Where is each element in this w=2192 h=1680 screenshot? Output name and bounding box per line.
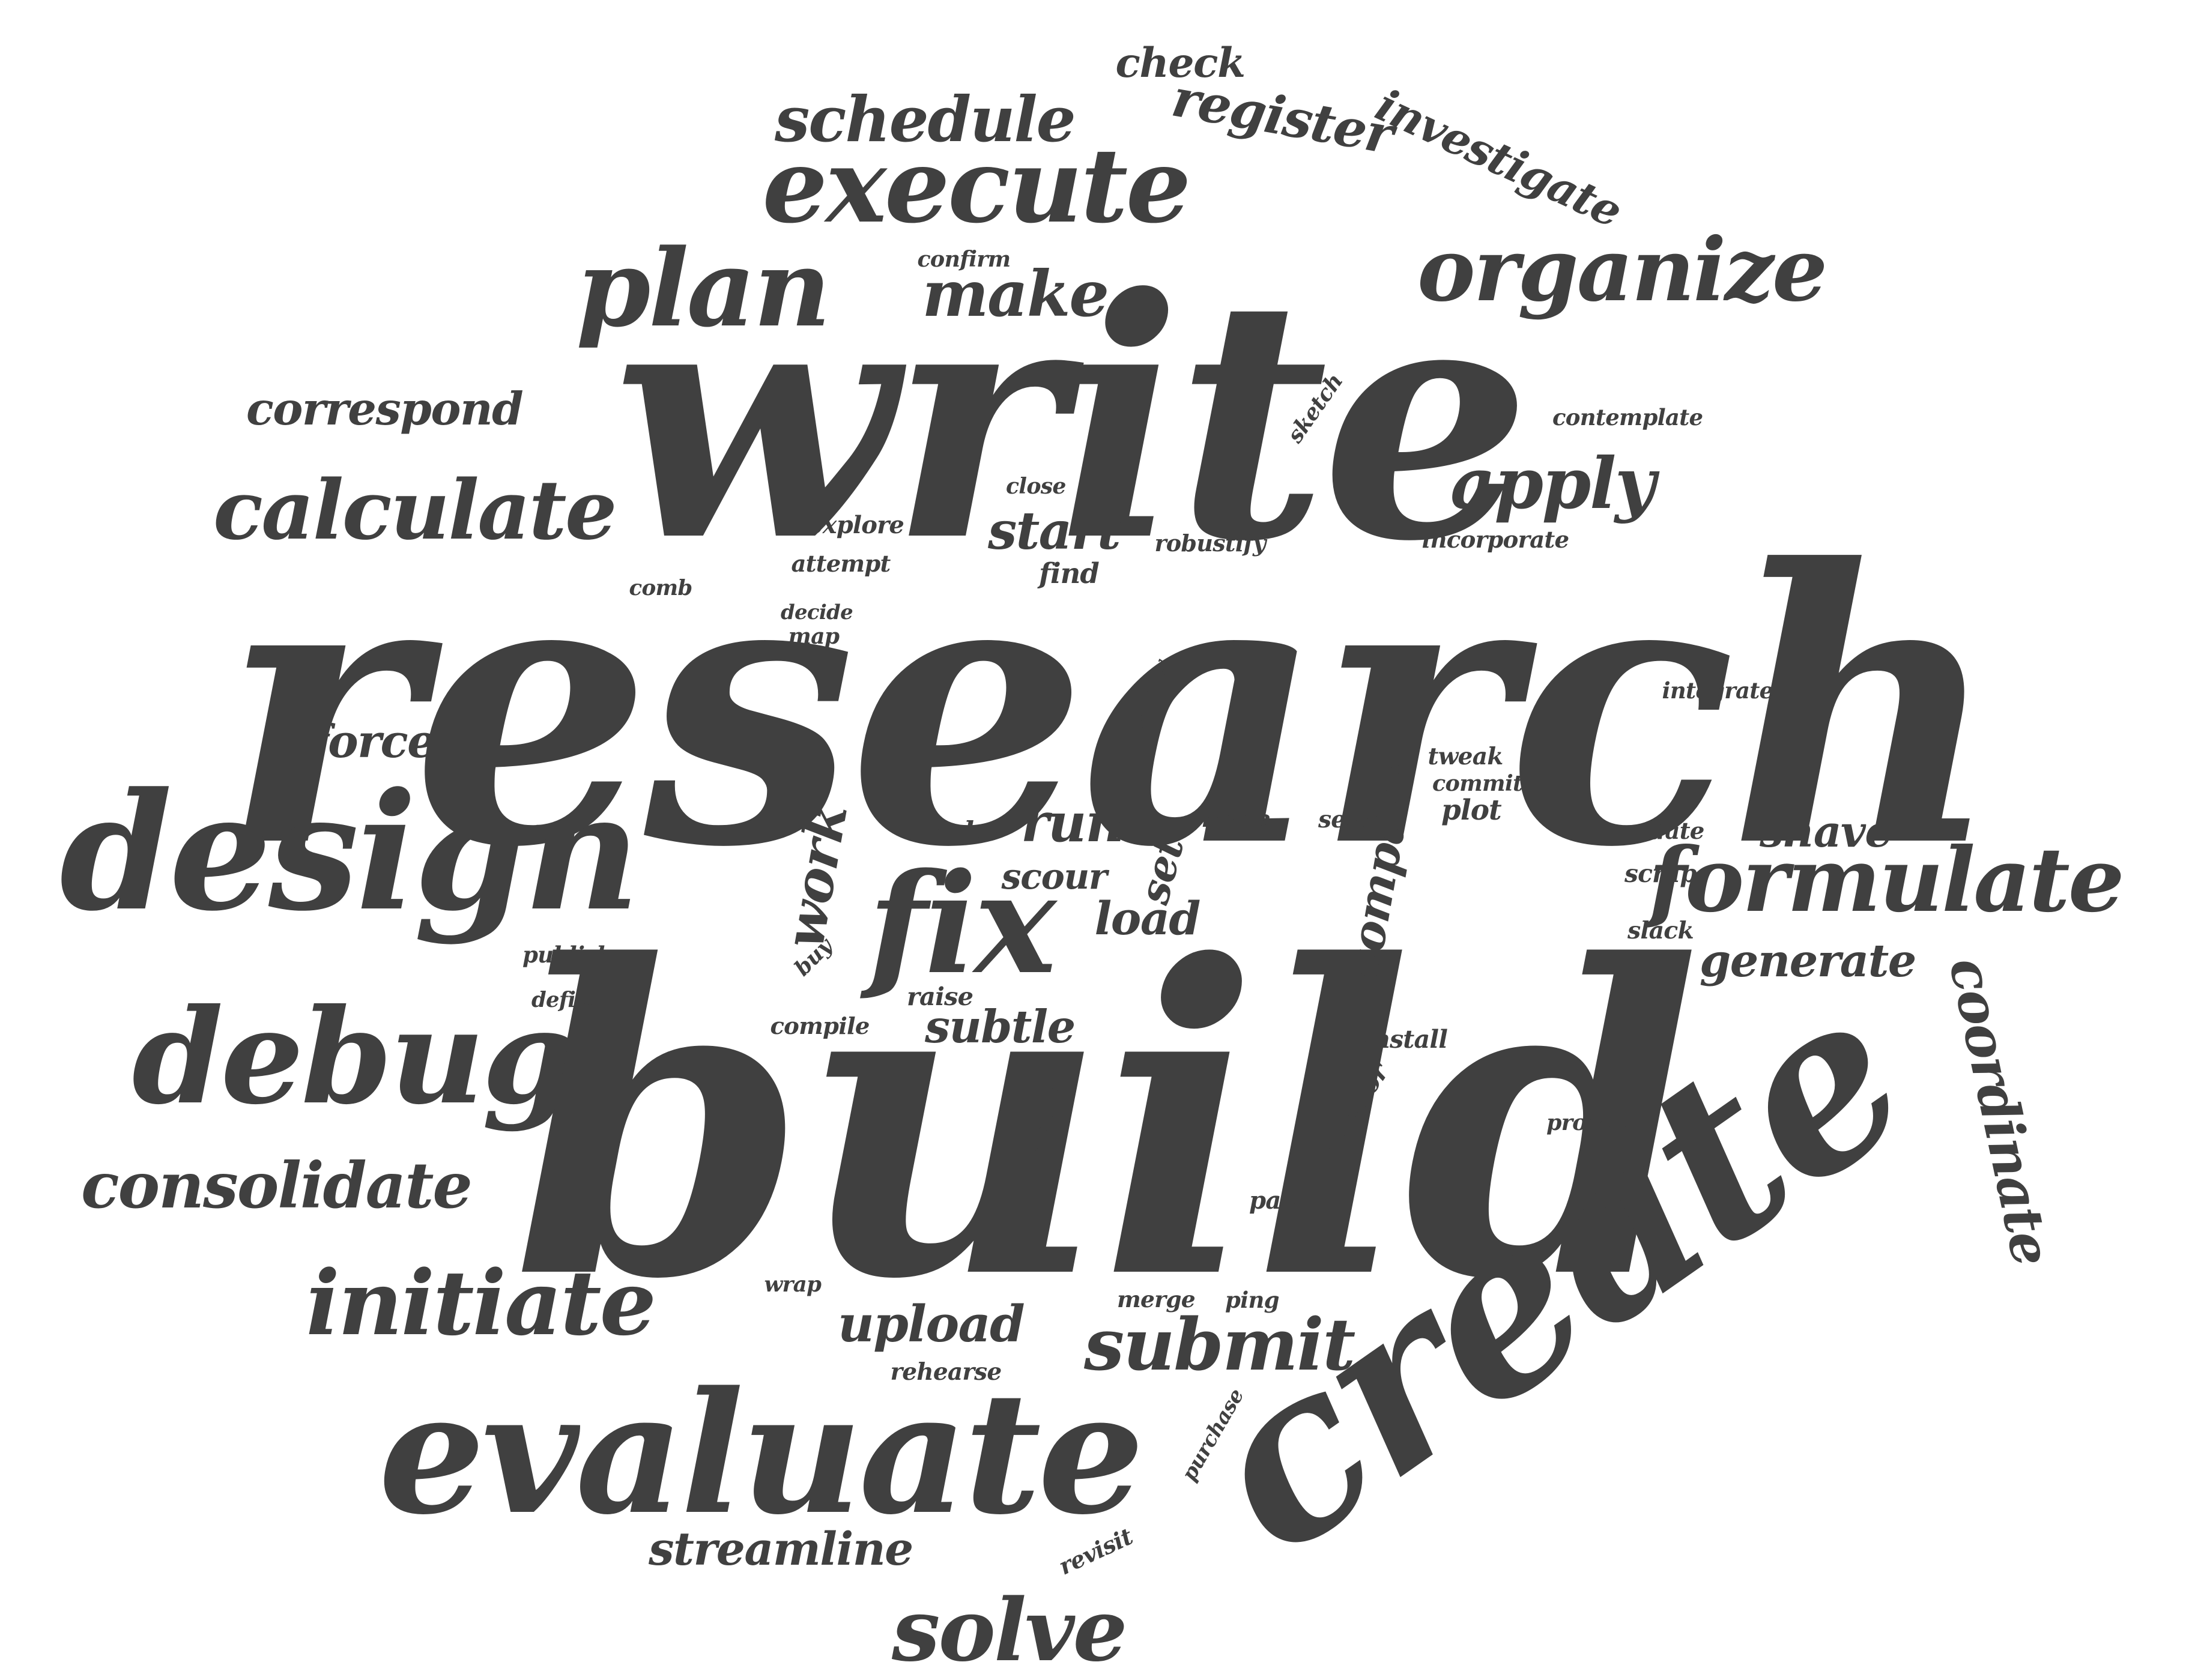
word-update: update bbox=[1617, 817, 1705, 845]
word-attempt: attempt bbox=[791, 550, 891, 578]
word-make: make bbox=[922, 256, 1109, 331]
word-explore: explore bbox=[808, 511, 904, 539]
word-install: install bbox=[1363, 1024, 1448, 1054]
word-robustify: robustify bbox=[1154, 530, 1267, 557]
word-process: process bbox=[1546, 1110, 1637, 1135]
word-solve: solve bbox=[892, 1579, 1127, 1680]
word-scrap: scrap bbox=[1624, 859, 1697, 888]
word-fix: fix bbox=[868, 843, 1057, 1005]
word-streamline: streamline bbox=[649, 1522, 913, 1576]
word-close: close bbox=[1006, 473, 1066, 499]
word-apply: apply bbox=[1450, 441, 1656, 525]
word-contemplate: contemplate bbox=[1552, 403, 1703, 431]
word-initiate: initiate bbox=[306, 1251, 657, 1355]
word-tweak: tweak bbox=[1428, 742, 1504, 770]
word-merge: merge bbox=[1117, 1286, 1196, 1313]
word-plan: plan bbox=[576, 225, 831, 351]
word-execute: execute bbox=[762, 125, 1191, 246]
word-figure: figure bbox=[1192, 805, 1271, 833]
word-design: design bbox=[59, 758, 641, 947]
word-wrap: wrap bbox=[764, 1272, 822, 1297]
word-start: start bbox=[988, 501, 1121, 561]
word-take: take bbox=[935, 815, 999, 847]
word-decide: decide bbox=[781, 600, 853, 624]
word-comb: comb bbox=[629, 576, 693, 600]
word-send: send bbox=[1318, 805, 1379, 833]
word-generate: generate bbox=[1700, 934, 1916, 987]
word-upload: upload bbox=[838, 1294, 1025, 1353]
word-rehearse: rehearse bbox=[890, 1358, 1002, 1386]
word-define: define bbox=[531, 987, 604, 1012]
word-subtle: subtle bbox=[925, 1000, 1076, 1053]
word-scour: scour bbox=[1001, 855, 1107, 897]
word-raise: raise bbox=[907, 982, 973, 1011]
word-debug: debug bbox=[132, 980, 574, 1134]
word-commit: commit bbox=[1432, 770, 1523, 796]
word-pad: pad bbox=[1249, 1186, 1298, 1215]
word-compile: compile bbox=[770, 1012, 870, 1040]
word-consolidate: consolidate bbox=[81, 1148, 473, 1222]
word-organize: organize bbox=[1417, 219, 1827, 321]
word-check: check bbox=[1115, 38, 1246, 86]
word-ping: ping bbox=[1225, 1286, 1279, 1313]
word-shave: shave bbox=[1760, 806, 1892, 857]
word-run: run bbox=[1021, 791, 1124, 854]
word-confirm: confirm bbox=[917, 246, 1011, 272]
word-load: load bbox=[1094, 892, 1201, 945]
word-build: build bbox=[511, 874, 1701, 1372]
word-coordinate: coordinate bbox=[1936, 951, 2063, 1271]
word-research: research bbox=[222, 488, 2002, 929]
word-investigate: investigate bbox=[1367, 79, 1629, 238]
word-evaluate: evaluate bbox=[378, 1354, 1145, 1552]
word-publish: publish bbox=[522, 941, 613, 968]
word-integrate: integrate bbox=[1662, 677, 1774, 704]
word-force: force bbox=[309, 715, 436, 768]
word-calculate: calculate bbox=[213, 462, 617, 558]
word-find: find bbox=[1039, 557, 1100, 590]
word-plot: plot bbox=[1441, 793, 1502, 827]
word-schedule: schedule bbox=[775, 83, 1076, 156]
word-formulate: formulate bbox=[1649, 827, 2125, 932]
word-slack: slack bbox=[1627, 916, 1694, 944]
word-map: map bbox=[788, 623, 840, 649]
word-submit: submit bbox=[1084, 1302, 1355, 1387]
word-write: write bbox=[613, 226, 1531, 614]
word-correspond: correspond bbox=[246, 381, 524, 435]
word-incorporate: incorporate bbox=[1421, 526, 1570, 554]
